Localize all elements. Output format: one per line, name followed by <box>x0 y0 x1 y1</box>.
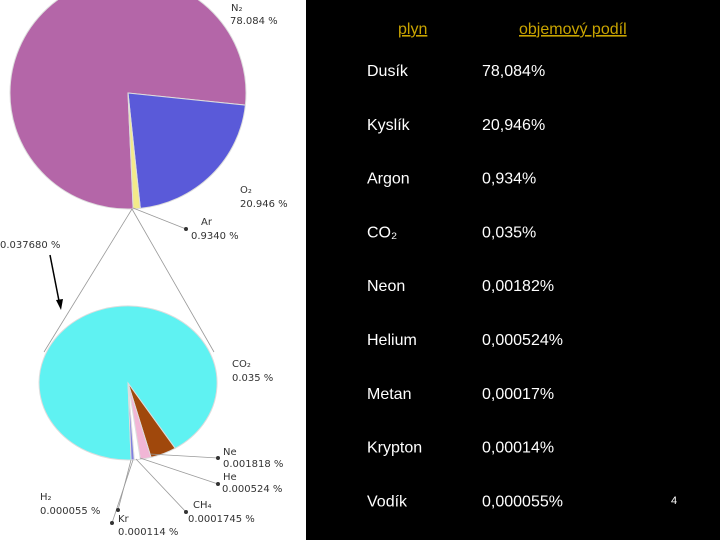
leader <box>117 459 132 511</box>
label: Kr <box>118 514 130 525</box>
leader <box>135 458 187 513</box>
leader <box>132 207 187 230</box>
arrow-head <box>56 299 63 310</box>
arrow <box>49 254 61 307</box>
table-cell: Dusík <box>367 63 409 80</box>
table-cell: Metan <box>367 386 411 403</box>
label: CH₄ <box>193 500 212 511</box>
table-cell: 0,934% <box>482 171 536 188</box>
table-cell: 0,00014% <box>482 440 554 457</box>
table-cell: Krypton <box>367 440 422 457</box>
leader-dot <box>110 521 114 525</box>
label: Ar <box>201 217 213 228</box>
label: 0.000524 % <box>222 484 282 495</box>
label: 0.001818 % <box>223 459 283 470</box>
page-number: 4 <box>671 495 677 507</box>
bottom-pie <box>39 306 217 460</box>
table-cell: 0,035% <box>482 224 536 241</box>
slice-n2 <box>10 0 246 209</box>
table-cell: Helium <box>367 332 417 349</box>
leader-dot <box>184 227 188 231</box>
label: O₂ <box>240 185 252 196</box>
label: Ne <box>223 447 237 458</box>
table-cell: 0,000524% <box>482 332 563 349</box>
label: 78.084 % <box>230 16 278 27</box>
slice-ar <box>128 93 140 209</box>
leader-dot <box>116 508 120 512</box>
table-cell: 20,946% <box>482 117 545 134</box>
table-cell: Vodík <box>367 493 408 510</box>
table-header: objemový podíl <box>519 21 627 38</box>
table-header: plyn <box>398 21 427 38</box>
leader <box>139 457 219 485</box>
table-cell: 0,00017% <box>482 386 554 403</box>
label: 0.9340 % <box>191 231 239 242</box>
label: 0.0001745 % <box>188 514 255 525</box>
label: 0.035 % <box>232 373 273 384</box>
label: 0.000055 % <box>40 506 100 517</box>
top-pie <box>10 0 246 209</box>
leader <box>149 453 219 459</box>
leader-dot <box>216 456 220 460</box>
label: 0.037680 % <box>0 240 60 251</box>
table-cell: 0,000055% <box>482 493 563 510</box>
label: CO₂ <box>232 359 251 370</box>
table-cell: CO₂ <box>367 224 397 241</box>
slice-o2 <box>128 93 245 208</box>
leader-dot <box>184 510 188 514</box>
funnel-line <box>131 208 215 353</box>
table-body: Dusík 78,084% Kyslík 20,946% Argon 0,934% CO₂ 0… <box>367 63 563 510</box>
table-cell: Neon <box>367 278 405 295</box>
table-cell: Argon <box>367 171 410 188</box>
label: H₂ <box>40 492 52 503</box>
funnel-line <box>43 208 133 353</box>
leaders <box>110 207 220 525</box>
label: N₂ <box>231 3 243 14</box>
table-cell: Kyslík <box>367 117 411 134</box>
label: 0.000114 % <box>118 527 178 538</box>
leader-dot <box>216 482 220 486</box>
table-cell: 78,084% <box>482 63 545 80</box>
table-cell: 0,00182% <box>482 278 554 295</box>
label: He <box>223 472 237 483</box>
label: 20.946 % <box>240 199 288 210</box>
